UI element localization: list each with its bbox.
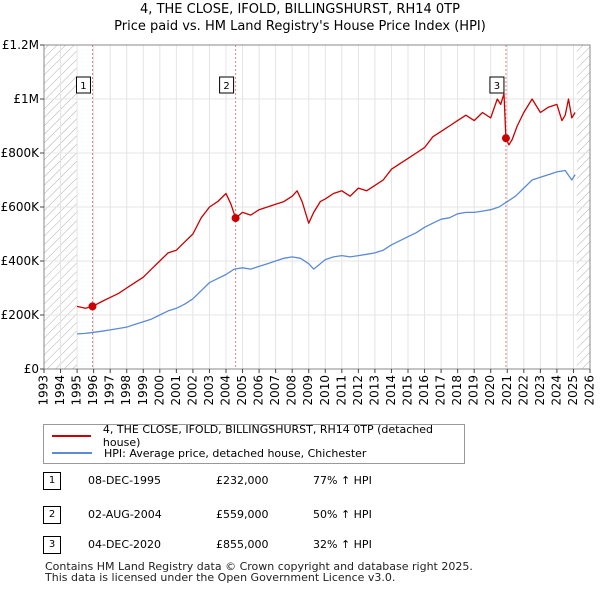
legend-label-property: 4, THE CLOSE, IFOLD, BILLINGSHURST, RH14… xyxy=(102,423,433,449)
row-price: £855,000 xyxy=(216,538,269,551)
legend: 4, THE CLOSE, IFOLD, BILLINGSHURST, RH14… xyxy=(43,423,465,464)
x-tick-label: 2020 xyxy=(483,375,497,406)
x-tick-label: 2026 xyxy=(583,375,597,406)
y-tick-label: £800K xyxy=(1,146,41,160)
row-number-badge: 3 xyxy=(43,536,61,554)
row-price: £232,000 xyxy=(216,474,269,487)
x-tick-label: 2009 xyxy=(301,375,315,406)
x-tick-label: 2011 xyxy=(334,375,348,406)
row-hpi-change: 32% ↑ HPI xyxy=(313,538,372,551)
row-date: 08-DEC-1995 xyxy=(88,474,162,487)
table-row: 3 04-DEC-2020 £855,000 32% ↑ HPI xyxy=(43,536,463,554)
x-tick-label: 2013 xyxy=(367,375,381,406)
x-tick-label: 2022 xyxy=(516,375,530,406)
x-tick-label: 1996 xyxy=(86,375,100,406)
x-tick-label: 2000 xyxy=(152,375,166,406)
x-tick-label: 1994 xyxy=(53,375,67,406)
x-tick-label: 1993 xyxy=(37,375,51,406)
footer-copyright: Contains HM Land Registry data © Crown c… xyxy=(45,560,473,573)
sale-marker-box xyxy=(219,76,235,94)
legend-item-property: 4, THE CLOSE, IFOLD, BILLINGSHURST, RH14… xyxy=(52,423,464,449)
legend-label-hpi: HPI: Average price, detached house, Chic… xyxy=(104,446,367,460)
x-tick-label: 2019 xyxy=(467,375,481,406)
table-row: 1 08-DEC-1995 £232,000 77% ↑ HPI xyxy=(43,472,463,490)
x-tick-label: 2024 xyxy=(549,375,563,406)
row-date: 04-DEC-2020 xyxy=(88,538,162,551)
x-tick-label: 1995 xyxy=(70,375,84,406)
x-tick-label: 2015 xyxy=(401,375,415,406)
row-number-badge: 2 xyxy=(43,506,61,524)
x-tick-label: 2017 xyxy=(434,375,448,406)
x-tick-label: 2007 xyxy=(268,375,282,406)
y-tick-label: £1M xyxy=(13,92,39,106)
x-tick-label: 2008 xyxy=(285,375,299,406)
x-tick-label: 2004 xyxy=(219,375,233,406)
x-tick-label: 1999 xyxy=(136,375,150,406)
footer: Contains HM Land Registry data © Crown c… xyxy=(45,561,473,583)
x-tick-label: 1998 xyxy=(119,375,133,406)
x-tick-label: 2012 xyxy=(351,375,365,406)
row-hpi-change: 50% ↑ HPI xyxy=(313,508,372,521)
sale-point xyxy=(501,134,510,143)
chart-subtitle: Price paid vs. HM Land Registry's House … xyxy=(114,19,486,34)
row-price: £559,000 xyxy=(216,508,269,521)
sale-point xyxy=(231,214,240,223)
row-hpi-change: 77% ↑ HPI xyxy=(313,474,372,487)
sale-marker-box xyxy=(489,76,505,94)
sale-marker-label: 3 xyxy=(494,81,500,92)
y-tick-label: £200K xyxy=(1,308,41,322)
footer-license: This data is licensed under the Open Gov… xyxy=(45,571,396,584)
x-tick-label: 2010 xyxy=(318,375,332,406)
table-row: 2 02-AUG-2004 £559,000 50% ↑ HPI xyxy=(43,506,463,524)
x-tick-label: 2016 xyxy=(417,375,431,406)
row-number-badge: 1 xyxy=(43,472,61,490)
sale-marker-box xyxy=(75,76,91,94)
x-tick-label: 2023 xyxy=(533,375,547,406)
x-tick-label: 2014 xyxy=(384,375,398,406)
x-tick-label: 2005 xyxy=(235,375,249,406)
sale-marker-label: 1 xyxy=(80,81,86,92)
hpi-line xyxy=(77,169,576,335)
x-tick-label: 2025 xyxy=(566,375,580,406)
property-price-line xyxy=(76,92,576,309)
row-date: 02-AUG-2004 xyxy=(88,508,162,521)
x-tick-label: 1997 xyxy=(103,375,117,406)
x-tick-label: 2003 xyxy=(202,375,216,406)
x-tick-label: 2001 xyxy=(169,375,183,406)
y-tick-label: £1.2M xyxy=(2,38,39,52)
legend-swatch-hpi xyxy=(52,452,92,454)
sale-point xyxy=(88,302,97,311)
y-tick-label: £600K xyxy=(1,200,41,214)
x-tick-label: 2021 xyxy=(500,375,514,406)
x-tick-label: 2006 xyxy=(252,375,266,406)
y-tick-label: £400K xyxy=(1,254,41,268)
legend-swatch-property xyxy=(52,435,91,437)
sale-marker-label: 2 xyxy=(223,81,229,92)
x-tick-label: 2018 xyxy=(450,375,464,406)
chart-title: 4, THE CLOSE, IFOLD, BILLINGSHURST, RH14… xyxy=(140,2,460,17)
x-tick-label: 2002 xyxy=(185,375,199,406)
legend-item-hpi: HPI: Average price, detached house, Chic… xyxy=(52,445,366,461)
y-tick-label: £0 xyxy=(24,362,39,376)
